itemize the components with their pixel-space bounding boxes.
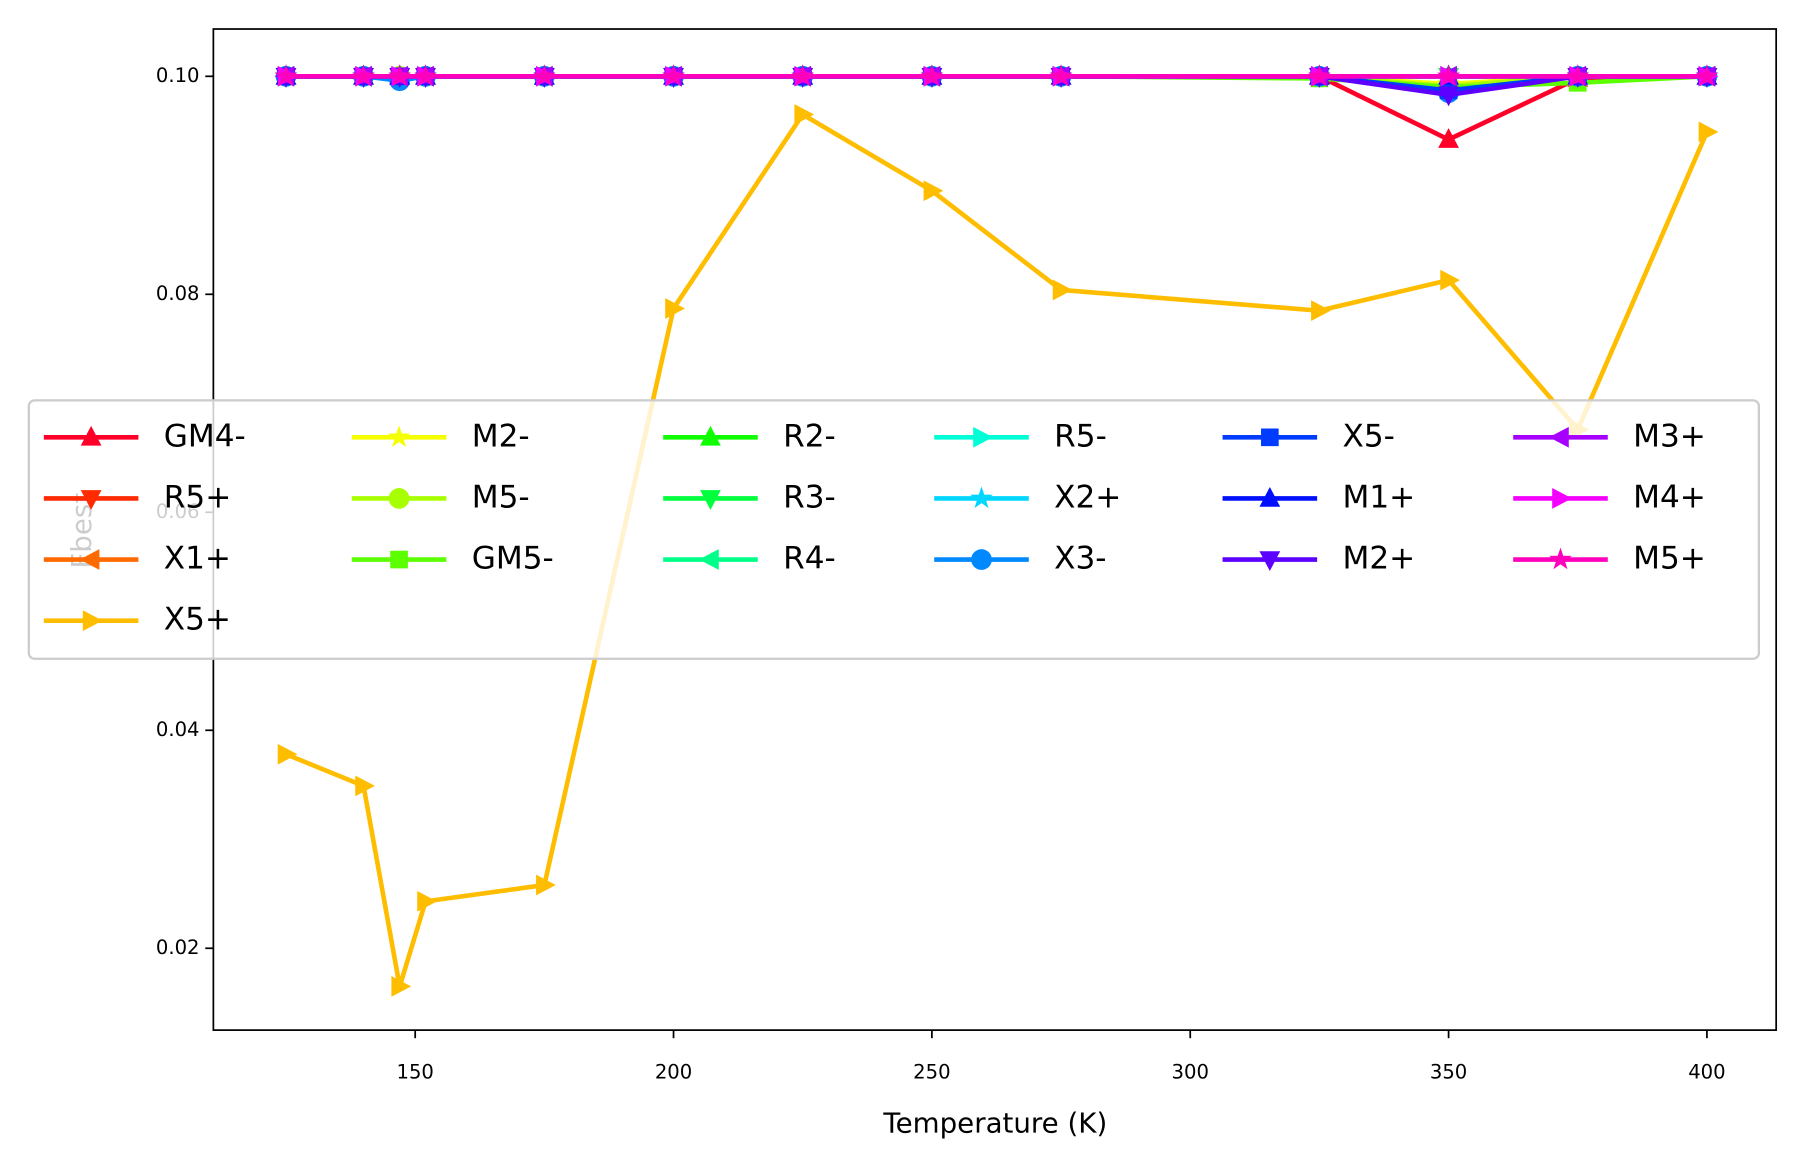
legend-marker [1261, 428, 1279, 447]
data-point [533, 64, 556, 86]
data-point [1049, 64, 1073, 86]
data-point [277, 743, 298, 765]
data-point [1437, 64, 1460, 86]
legend-label: M1+ [1343, 479, 1416, 515]
legend-label: X3- [1054, 541, 1106, 577]
data-point [388, 64, 412, 86]
data-point [414, 64, 437, 86]
legend-marker [970, 486, 993, 509]
x-tick-label: 350 [1430, 1060, 1467, 1083]
legend-label: M2+ [1343, 541, 1416, 577]
legend-label: R3- [783, 479, 836, 515]
legend-marker [1549, 426, 1569, 448]
data-point [536, 874, 556, 896]
legend-label: R5- [1054, 418, 1107, 454]
data-point [920, 64, 944, 86]
series [277, 104, 1719, 997]
data-point [1566, 64, 1590, 86]
legend-label: GM4- [164, 418, 246, 454]
legend-label: X5- [1343, 418, 1395, 454]
data-point [352, 64, 375, 86]
legend-marker [973, 426, 993, 448]
legend-label: X1+ [164, 541, 231, 577]
legend-label: M5- [472, 479, 530, 515]
legend-label: M4+ [1633, 479, 1706, 515]
legend-marker [82, 610, 103, 632]
data-point [1695, 64, 1719, 86]
legend-label: M3+ [1633, 418, 1706, 454]
legend-marker [1259, 487, 1281, 507]
legend-marker [1552, 488, 1572, 509]
legend-box [27, 399, 1761, 660]
data-point [1438, 128, 1459, 148]
legend-marker [388, 488, 410, 509]
legend-marker [80, 490, 102, 510]
legend-label: X2+ [1054, 479, 1121, 515]
data-point [1438, 86, 1459, 107]
legend-marker [80, 425, 102, 446]
data-point [355, 775, 375, 797]
data-point [791, 64, 815, 86]
x-tick-label: 400 [1688, 1060, 1725, 1083]
data-point [417, 891, 437, 912]
y-tick-label: 0.04 [156, 718, 200, 741]
legend-marker [1259, 551, 1281, 571]
y-tick-label: 0.02 [156, 936, 200, 959]
legend-label: M2- [472, 418, 530, 454]
legend-label: R4- [783, 541, 836, 577]
data-point [1308, 64, 1331, 86]
x-tick-label: 300 [1172, 1060, 1209, 1083]
data-point [1311, 300, 1331, 322]
data-point [274, 64, 298, 86]
legend-label: GM5- [472, 541, 554, 577]
legend-marker [79, 549, 100, 570]
data-point [391, 976, 412, 997]
legend-label: R5+ [164, 479, 232, 515]
x-axis-label: Temperature (K) [882, 1107, 1107, 1140]
legend-marker [390, 550, 408, 569]
data-point [923, 180, 944, 202]
series [274, 64, 1719, 86]
legend-label: R2- [783, 418, 836, 454]
legend-marker [1549, 547, 1572, 570]
y-tick-label: 0.10 [156, 64, 200, 87]
data-point [1052, 279, 1073, 301]
legend-label: M5+ [1633, 541, 1706, 577]
legend-marker [699, 549, 719, 570]
legend-marker [700, 425, 721, 446]
legend-label: X5+ [164, 602, 231, 638]
data-point [1698, 121, 1719, 143]
data-point [665, 298, 685, 319]
x-tick-label: 150 [396, 1060, 433, 1083]
data-point [794, 104, 815, 125]
legend-marker [700, 490, 721, 510]
y-tick-label: 0.08 [156, 282, 200, 305]
data-point [1440, 269, 1460, 291]
data-point [662, 64, 685, 86]
x-tick-label: 200 [655, 1060, 692, 1083]
x-tick-label: 250 [913, 1060, 950, 1083]
legend-marker [387, 425, 411, 447]
legend-marker [971, 549, 992, 570]
